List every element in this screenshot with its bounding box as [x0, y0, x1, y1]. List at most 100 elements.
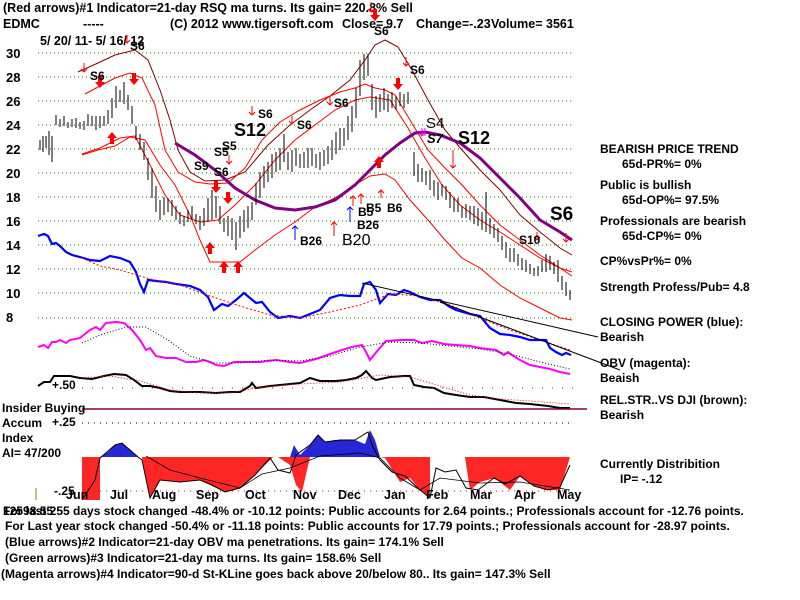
ip-value: IP= -.12 — [620, 472, 663, 486]
closing-power-block: CLOSING POWER (blue): Bearish — [600, 315, 743, 345]
month-aug: Aug — [152, 488, 177, 502]
accum-minus-label: -.25 — [54, 484, 75, 498]
cp-value: 65d-CP%= 0% — [622, 229, 702, 243]
distribution-label: Currently Distribition — [600, 457, 721, 471]
signal-s6: S6 — [130, 39, 145, 53]
trendline-upper — [361, 282, 599, 338]
copyright: (C) 2012 www.tigersoft.com — [170, 17, 334, 31]
insider-buying-label: Insider Buying — [2, 401, 86, 415]
obv-block: OBV (magenta): Beaish — [600, 356, 691, 386]
change-value: Change=-.23 — [416, 17, 491, 31]
y-tick-24: 24 — [6, 118, 21, 133]
red-signal-arrows — [80, 2, 570, 243]
signal-s6: S6 — [90, 69, 105, 83]
signal-s6: S6 — [258, 107, 273, 121]
ticker-dashes: ----- — [83, 17, 104, 31]
pr-value: 65d-PR%= 0% — [622, 157, 702, 171]
signal-b20: B20 — [342, 232, 371, 249]
obv-label: OBV (magenta): — [600, 356, 691, 370]
indicator-1-title: (Red arrows)#1 Indicator=21-day RSQ ma t… — [3, 1, 413, 15]
footer-255-days-text: For last 255 days stock changed -48.4% o… — [3, 504, 744, 518]
signal-s5: S5 — [222, 139, 237, 153]
price-trend-label: BEARISH PRICE TREND — [600, 142, 739, 156]
op-value: 65d-OP%= 97.5% — [622, 193, 720, 207]
y-tick-22: 22 — [6, 142, 21, 157]
price-bars — [39, 54, 571, 300]
accum-line — [81, 431, 571, 501]
signal-b26: B26 — [300, 234, 322, 248]
ai-value: AI= 47/200 — [2, 446, 62, 460]
footer-magenta-arrows: (Magenta arrows)#4 Indicator=90-d St-KLi… — [1, 567, 551, 581]
y-tick-16: 16 — [6, 214, 21, 229]
signal-b26: B26 — [357, 218, 379, 232]
month-oct: Oct — [245, 488, 266, 502]
month-nov: Nov — [293, 488, 317, 502]
trendline-lower — [439, 301, 621, 371]
month-jun: Jun — [66, 488, 89, 502]
y-tick-12: 12 — [6, 262, 21, 277]
month-dec: Dec — [338, 488, 361, 502]
signal-s12: S12 — [234, 120, 266, 140]
obv-status: Beaish — [600, 371, 640, 385]
cpvspr-value: CP%vsPr%= 0% — [600, 254, 692, 268]
distribution-block: Currently Distribition IP= -.12 — [600, 457, 720, 487]
middle-band — [81, 96, 573, 273]
footer-last-year: For Last year stock changed -50.4% or -1… — [5, 519, 730, 533]
signal-s6: S6 — [214, 165, 229, 179]
closing-power-line — [37, 232, 572, 357]
closing-power-label: CLOSING POWER (blue): — [600, 315, 744, 329]
relstr-ma — [81, 374, 571, 405]
ticker-symbol: EDMC — [3, 17, 40, 31]
long-ma-line — [174, 130, 573, 242]
obv-ma — [81, 326, 571, 370]
accum-ma — [145, 452, 571, 491]
signal-b5: B5 — [366, 201, 382, 215]
magenta-arrow — [418, 128, 426, 137]
accum-histogram — [82, 430, 570, 500]
y-tick-28: 28 — [6, 70, 21, 85]
relstr-label: REL.STR..VS DJI (brown): — [600, 393, 748, 407]
professionals-block: Professionals are bearish 65d-CP%= 0% — [600, 214, 746, 244]
footer-255-days: For last 255 days stock changed -48.4% o… — [3, 504, 744, 519]
y-tick-10: 10 — [6, 286, 21, 301]
strength-value: Strength Profess/Pub= 4.8 — [600, 280, 750, 294]
relstr-block: REL.STR..VS DJI (brown): Bearish — [600, 393, 747, 423]
blue-buy-arrows — [291, 206, 354, 240]
signal-s6: S6 — [374, 24, 389, 38]
y-tick-30: 30 — [6, 46, 21, 61]
signal-s12: S12 — [458, 128, 490, 148]
red-buy-arrows — [330, 189, 385, 236]
footer-blue-arrows: (Blue arrows)#2 Indicator=21-day OBV ma … — [5, 535, 444, 549]
month-may: May — [557, 488, 582, 502]
close-label: Close= — [342, 17, 384, 31]
price-trend-block: BEARISH PRICE TREND 65d-PR%= 0% — [600, 142, 739, 172]
relstr-line — [37, 369, 570, 409]
month-jan: Jan — [384, 488, 406, 502]
signal-s6: S6 — [334, 96, 349, 110]
y-tick-20: 20 — [6, 166, 21, 181]
signal-s6-big: S6 — [550, 204, 573, 225]
signal-s10: S10 — [519, 233, 541, 247]
volume-value: Volume= 3561 — [491, 17, 574, 31]
y-tick-14: 14 — [6, 238, 21, 253]
public-block: Public is bullish 65d-OP%= 97.5% — [600, 178, 719, 208]
month-mar: Mar — [470, 488, 493, 502]
signal-s6: S6 — [297, 118, 312, 132]
month-feb: Feb — [426, 488, 449, 502]
y-tick-8: 8 — [6, 310, 14, 325]
relstr-status: Bearish — [600, 408, 645, 422]
footer-green-arrows: (Green arrows)#3 Indicator=21-day ma tur… — [5, 551, 382, 565]
y-tick-26: 26 — [6, 94, 21, 109]
signal-s9: S9 — [194, 159, 209, 173]
signal-s4: S4 — [426, 115, 444, 132]
closing-power-status: Bearish — [600, 330, 645, 344]
date-range: 5/ 20/ 11- 5/ 16/ 12 — [40, 34, 145, 48]
signal-labels: S6 S6 S6 S6 S6 S6 S6 S6 S6 S12 S12 S9 S5… — [90, 24, 573, 249]
signal-s7: S7 — [427, 131, 444, 146]
relstr-ref-label: +.50 — [52, 378, 76, 392]
signal-s5: S5 — [214, 145, 229, 159]
signal-b6: B6 — [387, 201, 403, 215]
signal-s6: S6 — [410, 63, 425, 77]
red-bold-arrows — [95, 9, 403, 273]
